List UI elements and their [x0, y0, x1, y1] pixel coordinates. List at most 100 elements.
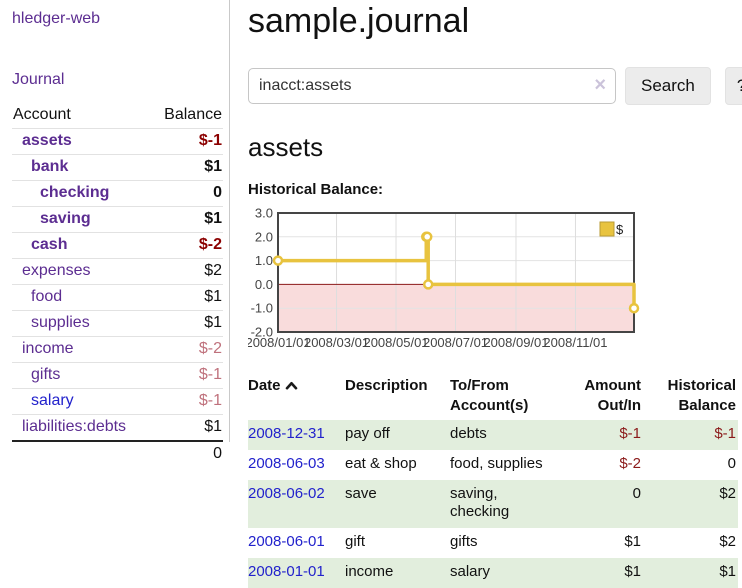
transaction-balance: $2: [643, 479, 738, 528]
transaction-description: eat & shop: [345, 454, 417, 472]
transaction-balance: $2: [719, 533, 736, 550]
account-row: salary $-1: [12, 388, 223, 415]
sidebar-account-link-salary[interactable]: salary: [31, 392, 74, 409]
page-title: sample.journal: [248, 2, 470, 40]
sidebar-account-link-supplies[interactable]: supplies: [31, 314, 90, 331]
transaction-balance: 0: [727, 454, 736, 472]
sidebar: hledger-web Journal Account Balance asse…: [0, 0, 230, 467]
account-row: saving $1: [12, 206, 223, 233]
svg-text:2008/09/01: 2008/09/01: [483, 335, 548, 350]
transaction-accounts: salary: [450, 557, 566, 588]
account-row: gifts $-1: [12, 362, 223, 389]
svg-text:2008/11/01: 2008/11/01: [543, 335, 607, 350]
transaction-amount: $-1: [566, 420, 643, 450]
clear-search-icon[interactable]: ×: [594, 74, 606, 96]
search-form: × Search ?: [248, 67, 742, 105]
account-heading: assets: [248, 132, 324, 162]
sidebar-account-link-saving[interactable]: saving: [40, 210, 91, 227]
account-balance: $-1: [159, 128, 223, 155]
accounts-total-value: 0: [159, 440, 223, 467]
accounts-column-header: Account: [13, 106, 71, 123]
transaction-amount: $1: [566, 557, 643, 588]
sidebar-item-journal[interactable]: Journal: [12, 71, 65, 88]
register-row: 2008-06-02 save saving, checking 0 $2: [248, 479, 738, 528]
transaction-accounts: debts: [450, 420, 566, 450]
search-input[interactable]: [248, 68, 616, 104]
transaction-amount: 0: [566, 479, 643, 528]
register-row: 2008-06-01 gift gifts $1 $2: [248, 528, 738, 558]
svg-text:3.0: 3.0: [255, 208, 273, 221]
register-header-amount: Amount Out/In: [584, 377, 641, 414]
account-balance: $1: [159, 154, 223, 181]
sidebar-account-link-income[interactable]: income: [22, 340, 74, 357]
transaction-amount: $-2: [619, 454, 641, 472]
svg-text:-1.0: -1.0: [251, 301, 273, 316]
svg-text:2008/01/01: 2008/01/01: [248, 335, 311, 350]
transaction-description: income: [345, 557, 450, 588]
transaction-description: gift: [345, 533, 366, 550]
account-balance: $-2: [159, 336, 223, 363]
transaction-date-link[interactable]: 2008-06-03: [248, 454, 325, 472]
sort-ascending-icon[interactable]: [285, 380, 298, 391]
register-row: 2008-01-01 income salary $1 $1: [248, 557, 738, 588]
register-table: Date Description To/From Account(s) Amou…: [248, 374, 738, 588]
svg-text:2008/05/01: 2008/05/01: [363, 335, 428, 350]
help-button[interactable]: ?: [724, 67, 742, 105]
register-row: 2008-12-31 pay off debts $-1 $-1: [248, 420, 738, 450]
sidebar-account-link-gifts[interactable]: gifts: [31, 366, 61, 383]
transaction-amount: $1: [624, 533, 641, 550]
svg-text:0.0: 0.0: [255, 277, 273, 292]
account-row: expenses $2: [12, 258, 223, 285]
account-balance: $2: [159, 258, 223, 285]
sidebar-account-link-food[interactable]: food: [31, 288, 63, 305]
account-balance: $1: [159, 414, 223, 441]
account-row: food $1: [12, 284, 223, 311]
account-row: assets $-1: [12, 128, 223, 155]
account-balance: $-1: [159, 362, 223, 389]
account-row: checking 0: [12, 180, 223, 207]
transaction-balance: $-1: [643, 420, 738, 450]
account-row: cash $-2: [12, 232, 223, 259]
register-row: 2008-06-03 eat & shop food, supplies $-2 0: [248, 450, 738, 480]
account-balance: $1: [159, 310, 223, 337]
account-balance: 0: [159, 180, 223, 207]
chart-label: Historical Balance:: [248, 181, 384, 198]
accounts-total-row: 0: [12, 440, 223, 467]
register-header-description: Description: [345, 377, 428, 394]
account-balance: $1: [159, 206, 223, 233]
register-header-tofrom: To/From Account(s): [450, 377, 529, 414]
svg-text:1.0: 1.0: [255, 253, 273, 268]
search-button[interactable]: Search: [625, 67, 711, 105]
register-header-date[interactable]: Date: [248, 374, 345, 420]
accounts-balance-table: Account Balance assets $-1 bank $1 checking 0…: [12, 104, 223, 467]
sidebar-account-link-bank[interactable]: bank: [31, 158, 69, 175]
account-row: income $-2: [12, 336, 223, 363]
transaction-accounts: gifts: [450, 533, 478, 550]
transaction-accounts: food, supplies: [450, 454, 543, 472]
account-row: supplies $1: [12, 310, 223, 337]
transaction-date-link[interactable]: 2008-12-31: [248, 425, 325, 442]
transaction-date-link[interactable]: 2008-06-02: [248, 484, 325, 502]
balance-column-header: Balance: [164, 106, 222, 123]
transaction-date-link[interactable]: 2008-06-01: [248, 533, 325, 550]
account-balance: $1: [159, 284, 223, 311]
transaction-description: pay off: [345, 420, 450, 450]
svg-text:2.0: 2.0: [255, 229, 273, 244]
sidebar-account-link-liabilities-debts[interactable]: liabilities:debts: [22, 418, 127, 435]
svg-text:$: $: [616, 222, 624, 237]
sidebar-account-link-expenses[interactable]: expenses: [22, 262, 91, 279]
svg-text:2008/07/01: 2008/07/01: [423, 335, 488, 350]
sidebar-account-link-assets[interactable]: assets: [22, 132, 72, 149]
app-title-link[interactable]: hledger-web: [12, 10, 101, 27]
transaction-accounts: saving, checking: [450, 479, 566, 528]
transaction-date-link[interactable]: 2008-01-01: [248, 562, 325, 580]
register-header-balance: Historical Balance: [667, 377, 736, 414]
sidebar-account-link-checking[interactable]: checking: [40, 184, 110, 201]
transaction-description: save: [345, 479, 450, 528]
account-row: bank $1: [12, 154, 223, 181]
svg-text:2008/03/01: 2008/03/01: [304, 335, 369, 350]
app-title: hledger-web: [12, 10, 223, 28]
account-balance: $-1: [159, 388, 223, 415]
sidebar-account-link-cash[interactable]: cash: [31, 236, 68, 253]
balance-chart[interactable]: $3.0 2.0 1.0 0.0 -1.0 -2.02008/01/012008/03/0…: [248, 208, 650, 354]
